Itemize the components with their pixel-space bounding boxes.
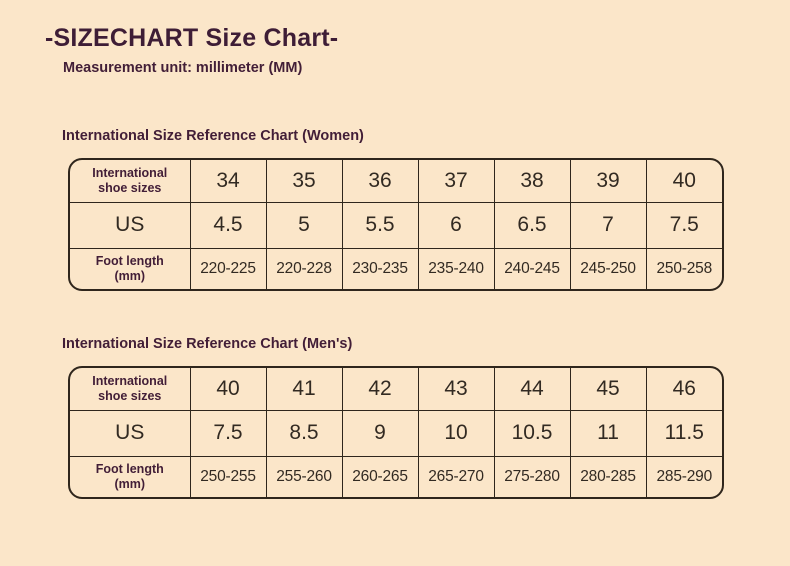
us-size-cell: 9 — [342, 410, 419, 457]
intl-size-cell: 44 — [494, 368, 571, 411]
women-row-foot-length: Foot length (mm) 220-225 220-228 230-235… — [70, 248, 722, 289]
us-size-cell: 11 — [570, 410, 647, 457]
us-size-cell: 7.5 — [190, 410, 267, 457]
foot-length-cell: 230-235 — [342, 248, 419, 289]
foot-length-cell: 285-290 — [656, 467, 713, 485]
foot-length-cell: 275-280 — [494, 456, 571, 497]
row-header-line: Foot length — [95, 461, 164, 476]
row-header-us: US — [70, 202, 191, 249]
us-size-cell: 5.5 — [342, 202, 419, 249]
row-header-international-sizes: International shoe sizes — [70, 160, 191, 203]
us-size-cell: 8.5 — [266, 410, 343, 457]
row-header-line: International — [92, 373, 168, 388]
foot-length-cell: 240-245 — [494, 248, 571, 289]
row-header-us: US — [70, 410, 191, 457]
intl-size-cell: 39 — [570, 160, 647, 203]
women-chart-heading: International Size Reference Chart (Wome… — [62, 128, 364, 144]
intl-size-cell: 43 — [418, 368, 495, 411]
row-header-foot-length: Foot length (mm) — [70, 456, 191, 497]
us-size-cell: 6 — [418, 202, 495, 249]
row-header-line: shoe sizes — [98, 388, 162, 403]
women-size-table: International shoe sizes 34 35 36 37 38 … — [68, 158, 724, 291]
foot-length-cell: 250-258 — [656, 259, 713, 277]
men-row-foot-length: Foot length (mm) 250-255 255-260 260-265… — [70, 456, 722, 497]
intl-size-cell: 36 — [342, 160, 419, 203]
us-size-cell: 7 — [570, 202, 647, 249]
men-chart-heading: International Size Reference Chart (Men'… — [62, 336, 353, 352]
page-title: -SIZECHART Size Chart- — [45, 24, 339, 52]
row-header-international-sizes: International shoe sizes — [70, 368, 191, 411]
intl-size-cell: 46 — [646, 368, 722, 411]
foot-length-cell: 265-270 — [418, 456, 495, 497]
row-header-line: (mm) — [114, 476, 146, 491]
row-header-line: International — [92, 165, 168, 180]
men-row-international: International shoe sizes 40 41 42 43 44 … — [70, 368, 722, 411]
us-size-cell: 10 — [418, 410, 495, 457]
women-row-international: International shoe sizes 34 35 36 37 38 … — [70, 160, 722, 203]
foot-length-cell: 260-265 — [342, 456, 419, 497]
measurement-unit-note: Measurement unit: millimeter (MM) — [63, 60, 303, 76]
foot-length-cell: 220-228 — [266, 248, 343, 289]
foot-length-cell: 250-255 — [190, 456, 267, 497]
us-size-cell: 5 — [266, 202, 343, 249]
foot-length-cell: 245-250 — [570, 248, 647, 289]
intl-size-cell: 34 — [190, 160, 267, 203]
intl-size-cell: 40 — [646, 160, 722, 203]
men-row-us: US 7.5 8.5 9 10 10.5 11 11.5 — [70, 410, 722, 457]
intl-size-cell: 35 — [266, 160, 343, 203]
foot-length-cell: 280-285 — [570, 456, 647, 497]
us-size-cell: 7.5 — [646, 202, 722, 249]
intl-size-cell: 37 — [418, 160, 495, 203]
intl-size-cell: 45 — [570, 368, 647, 411]
intl-size-cell: 38 — [494, 160, 571, 203]
row-header-line: Foot length — [95, 253, 164, 268]
men-size-table: International shoe sizes 40 41 42 43 44 … — [68, 366, 724, 499]
foot-length-cell: 220-225 — [190, 248, 267, 289]
women-row-us: US 4.5 5 5.5 6 6.5 7 7.5 — [70, 202, 722, 249]
row-header-foot-length: Foot length (mm) — [70, 248, 191, 289]
row-header-line: shoe sizes — [98, 180, 162, 195]
us-size-cell: 4.5 — [190, 202, 267, 249]
intl-size-cell: 40 — [190, 368, 267, 411]
foot-length-cell: 235-240 — [418, 248, 495, 289]
row-header-line: (mm) — [114, 268, 146, 283]
foot-length-cell: 255-260 — [266, 456, 343, 497]
us-size-cell: 6.5 — [494, 202, 571, 249]
us-size-cell: 10.5 — [494, 410, 571, 457]
us-size-cell: 11.5 — [646, 410, 722, 457]
intl-size-cell: 42 — [342, 368, 419, 411]
intl-size-cell: 41 — [266, 368, 343, 411]
size-chart-page: -SIZECHART Size Chart- Measurement unit:… — [0, 24, 790, 499]
